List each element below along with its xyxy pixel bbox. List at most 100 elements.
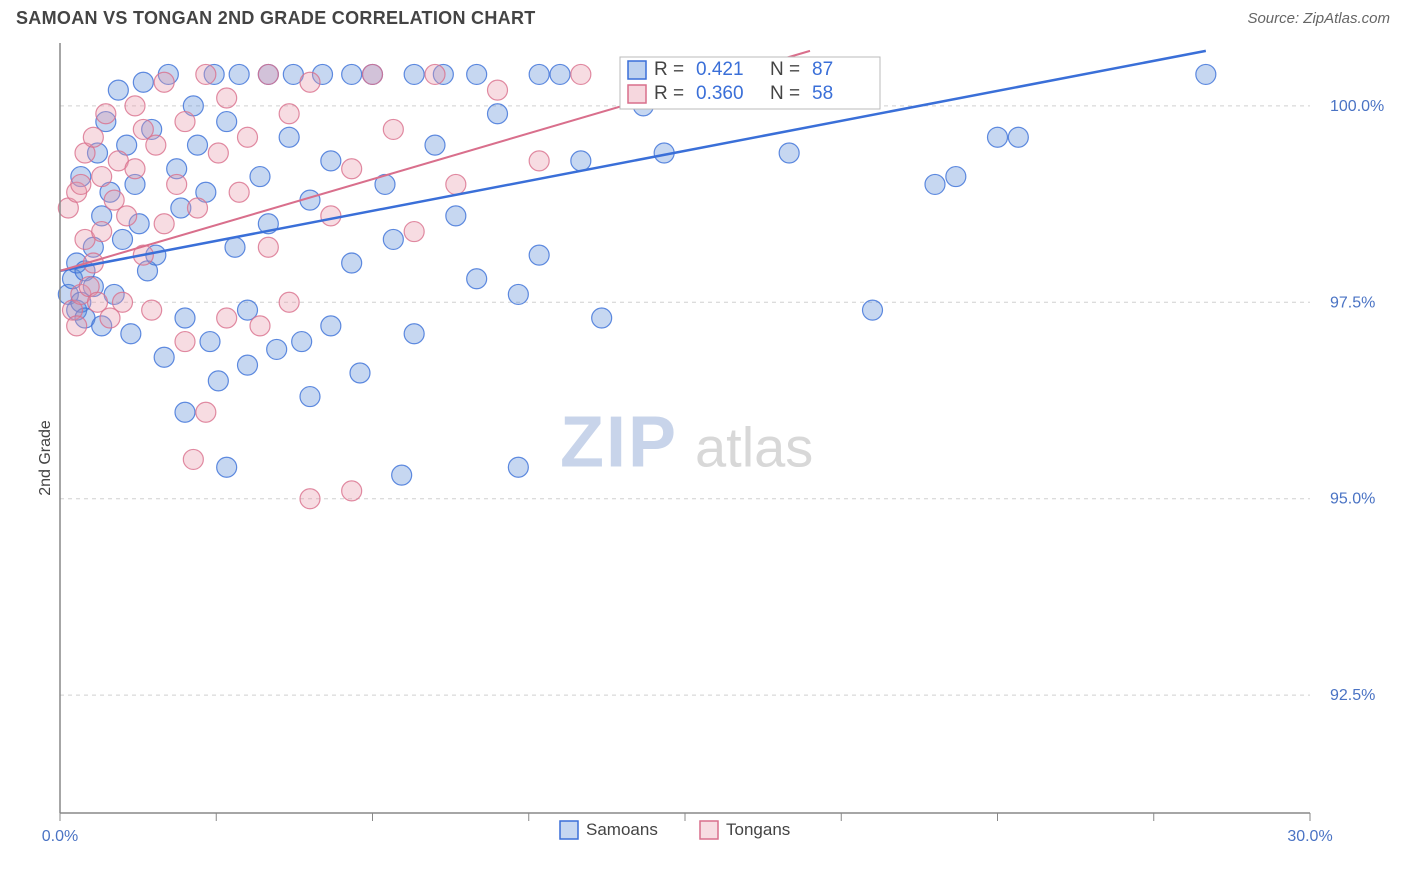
stats-r-label: R =	[654, 83, 684, 104]
scatter-point	[217, 88, 237, 108]
scatter-point	[571, 64, 591, 84]
scatter-point	[529, 151, 549, 171]
scatter-point	[96, 104, 116, 124]
y-axis-label: 2nd Grade	[37, 420, 55, 496]
scatter-point	[508, 457, 528, 477]
scatter-point	[467, 269, 487, 289]
scatter-point	[167, 174, 187, 194]
scatter-point	[196, 402, 216, 422]
stats-n-label: N =	[770, 59, 800, 80]
stats-n-value: 58	[812, 83, 833, 104]
scatter-point	[229, 182, 249, 202]
scatter-point	[279, 127, 299, 147]
scatter-point	[154, 214, 174, 234]
scatter-point	[208, 371, 228, 391]
scatter-point	[508, 284, 528, 304]
scatter-point	[529, 245, 549, 265]
scatter-point	[292, 332, 312, 352]
scatter-point	[592, 308, 612, 328]
scatter-point	[383, 119, 403, 139]
scatter-point	[925, 174, 945, 194]
scatter-point	[71, 174, 91, 194]
scatter-point	[488, 104, 508, 124]
scatter-point	[363, 64, 383, 84]
scatter-point	[279, 104, 299, 124]
scatter-point	[188, 135, 208, 155]
scatter-point	[550, 64, 570, 84]
legend-swatch	[700, 821, 718, 839]
scatter-point	[404, 324, 424, 344]
scatter-point	[133, 72, 153, 92]
scatter-point	[258, 237, 278, 257]
scatter-point	[350, 363, 370, 383]
scatter-point	[125, 96, 145, 116]
scatter-point	[175, 308, 195, 328]
scatter-point	[217, 308, 237, 328]
legend-label: Tongans	[726, 820, 790, 839]
scatter-point	[392, 465, 412, 485]
scatter-point	[300, 72, 320, 92]
scatter-point	[404, 222, 424, 242]
scatter-point	[279, 292, 299, 312]
scatter-point	[67, 316, 87, 336]
scatter-point	[988, 127, 1008, 147]
scatter-point	[238, 127, 258, 147]
scatter-point	[83, 127, 103, 147]
scatter-point	[142, 300, 162, 320]
scatter-point	[267, 339, 287, 359]
scatter-point	[208, 143, 228, 163]
scatter-point	[238, 355, 258, 375]
scatter-point	[250, 167, 270, 187]
scatter-point	[342, 253, 362, 273]
y-tick-label: 97.5%	[1330, 294, 1375, 311]
scatter-point	[342, 159, 362, 179]
scatter-point	[154, 72, 174, 92]
scatter-point	[196, 64, 216, 84]
scatter-point	[217, 112, 237, 132]
scatter-point	[188, 198, 208, 218]
scatter-point	[217, 457, 237, 477]
scatter-point	[175, 402, 195, 422]
scatter-chart: 92.5%95.0%97.5%100.0%ZIPatlas0.0%30.0%R …	[0, 33, 1406, 883]
scatter-point	[342, 64, 362, 84]
y-tick-label: 95.0%	[1330, 491, 1375, 508]
chart-title: SAMOAN VS TONGAN 2ND GRADE CORRELATION C…	[16, 8, 536, 29]
y-tick-label: 92.5%	[1330, 687, 1375, 704]
scatter-point	[1008, 127, 1028, 147]
scatter-point	[200, 332, 220, 352]
scatter-point	[229, 64, 249, 84]
y-tick-label: 100.0%	[1330, 98, 1384, 115]
scatter-point	[321, 151, 341, 171]
scatter-point	[1196, 64, 1216, 84]
stats-r-value: 0.421	[696, 59, 744, 80]
scatter-point	[425, 64, 445, 84]
scatter-point	[321, 206, 341, 226]
stats-n-value: 87	[812, 59, 833, 80]
scatter-point	[446, 206, 466, 226]
watermark: atlas	[695, 416, 813, 479]
scatter-point	[321, 316, 341, 336]
scatter-point	[571, 151, 591, 171]
scatter-point	[225, 237, 245, 257]
scatter-point	[125, 159, 145, 179]
scatter-point	[529, 64, 549, 84]
legend-label: Samoans	[586, 820, 658, 839]
scatter-point	[488, 80, 508, 100]
scatter-point	[404, 64, 424, 84]
legend-swatch	[560, 821, 578, 839]
scatter-point	[146, 135, 166, 155]
scatter-point	[117, 206, 137, 226]
scatter-point	[467, 64, 487, 84]
scatter-point	[300, 387, 320, 407]
legend-swatch	[628, 61, 646, 79]
watermark: ZIP	[560, 403, 678, 483]
scatter-point	[113, 292, 133, 312]
scatter-point	[779, 143, 799, 163]
scatter-point	[175, 112, 195, 132]
scatter-point	[300, 489, 320, 509]
stats-n-label: N =	[770, 83, 800, 104]
scatter-point	[863, 300, 883, 320]
scatter-point	[342, 481, 362, 501]
scatter-point	[154, 347, 174, 367]
scatter-point	[446, 174, 466, 194]
